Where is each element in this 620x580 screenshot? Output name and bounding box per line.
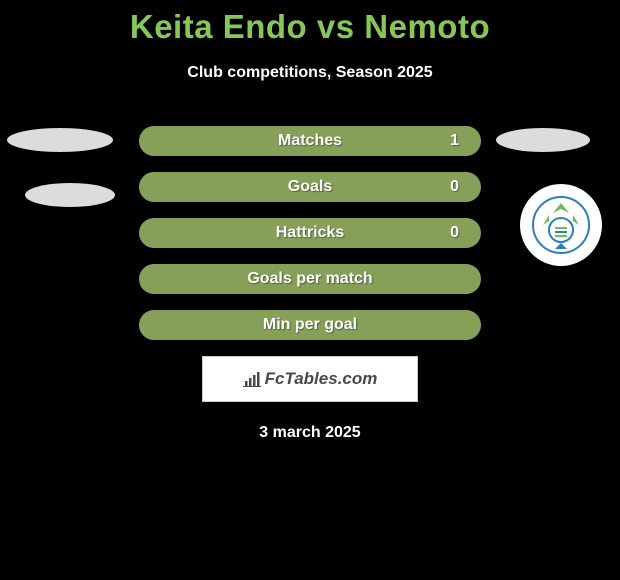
stat-value: 1 — [450, 132, 459, 150]
player1-name: Keita Endo — [130, 8, 307, 45]
page-title: Keita Endo vs Nemoto — [0, 8, 620, 46]
team-badge — [520, 184, 602, 266]
stat-row-min-per-goal: Min per goal — [139, 310, 481, 340]
player2-name: Nemoto — [364, 8, 490, 45]
stat-row-goals-per-match: Goals per match — [139, 264, 481, 294]
stat-row-matches: Matches 1 — [139, 126, 481, 156]
badge-icon — [531, 195, 591, 255]
main-container: Keita Endo vs Nemoto Club competitions, … — [0, 0, 620, 442]
date-text: 3 march 2025 — [0, 424, 620, 442]
stat-row-hattricks: Hattricks 0 — [139, 218, 481, 248]
logo-label: FcTables.com — [265, 369, 378, 389]
stat-label: Goals per match — [247, 270, 372, 288]
stats-rows: Matches 1 Goals 0 Hattricks 0 Goals per … — [139, 126, 481, 340]
subtitle: Club competitions, Season 2025 — [0, 64, 620, 82]
stats-area: Matches 1 Goals 0 Hattricks 0 Goals per … — [0, 126, 620, 442]
stat-row-goals: Goals 0 — [139, 172, 481, 202]
stat-label: Goals — [288, 178, 332, 196]
stat-label: Matches — [278, 132, 342, 150]
avatar-placeholder-right-1 — [496, 128, 590, 152]
avatar-placeholder-left-2 — [25, 183, 115, 207]
stat-label: Hattricks — [276, 224, 344, 242]
stat-label: Min per goal — [263, 316, 357, 334]
stat-value: 0 — [450, 224, 459, 242]
vs-text: vs — [317, 8, 355, 45]
logo-box[interactable]: FcTables.com — [202, 356, 418, 402]
stat-value: 0 — [450, 178, 459, 196]
avatar-placeholder-left-1 — [7, 128, 113, 152]
logo-text: FcTables.com — [243, 369, 378, 389]
chart-icon — [243, 371, 261, 387]
